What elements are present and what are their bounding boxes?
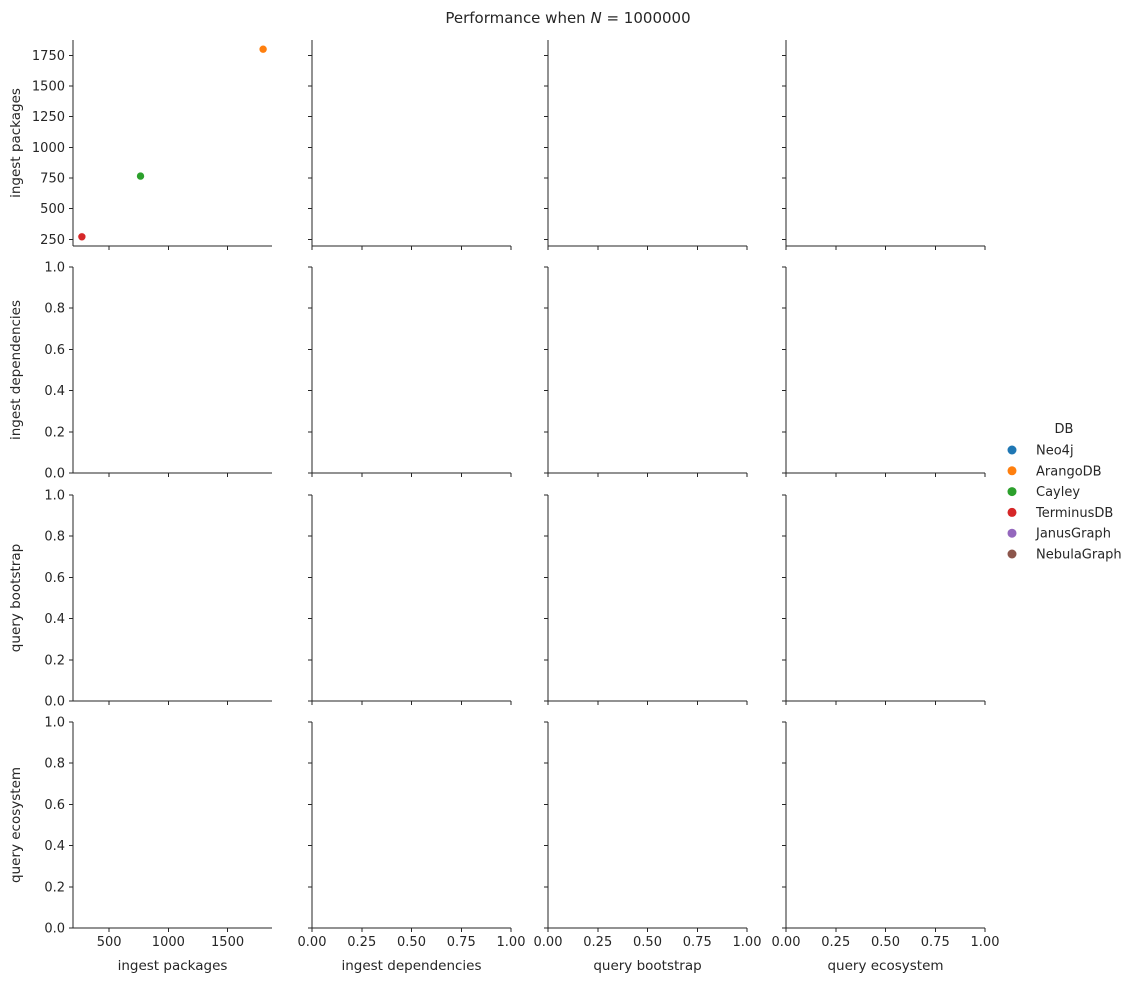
x-tick-label: 0.50 [397, 935, 426, 950]
y-tick-label: 0.6 [44, 343, 65, 358]
legend-label: TerminusDB [1035, 506, 1113, 521]
y-tick-label: 750 [40, 171, 65, 186]
x-tick-label: 0.00 [534, 935, 563, 950]
legend-marker [1007, 487, 1017, 497]
panel-ingest-packages-vs-query-ecosystem [782, 40, 986, 250]
panel-query-bootstrap-vs-query-bootstrap [544, 494, 748, 705]
y-axis-label-query-bootstrap: query bootstrap [8, 544, 24, 652]
point-terminusdb [77, 232, 87, 242]
y-tick-label: 1500 [32, 79, 65, 94]
y-tick-label: 0.4 [44, 839, 65, 854]
panel-query-ecosystem-vs-query-ecosystem: 0.00 0.25 0.50 0.75 1.00 [772, 721, 1000, 950]
point-arangodb [258, 44, 268, 54]
x-tick-label: 0.75 [921, 935, 950, 950]
legend-item-janusgraph: JanusGraph [1007, 527, 1111, 542]
y-tick-label: 1750 [32, 49, 65, 64]
title-suffix: = 1000000 [602, 9, 691, 27]
panel-ingest-dependencies-vs-query-ecosystem [782, 266, 986, 477]
panel-ingest-packages-vs-ingest-dependencies [308, 40, 512, 250]
y-tick-label: 1250 [32, 110, 65, 125]
y-tick-label: 0.2 [44, 425, 65, 440]
legend-marker [1007, 549, 1017, 559]
y-tick-label: 1.0 [44, 261, 65, 276]
title-italic: N [590, 9, 601, 27]
scatter-points [77, 44, 268, 242]
panel-query-ecosystem-vs-query-bootstrap: 0.00 0.25 0.50 0.75 1.00 [534, 721, 762, 950]
x-tick-label: 0.75 [447, 935, 476, 950]
y-axis-label-ingest-dependencies: ingest dependencies [8, 300, 24, 440]
panel-ingest-dependencies-vs-ingest-packages: 0.0 0.2 0.4 0.6 0.8 1.0 [44, 261, 272, 482]
legend-marker [1007, 445, 1017, 455]
x-tick-label: 1.00 [971, 935, 1000, 950]
y-tick-label: 1.0 [44, 716, 65, 731]
y-axis-label-query-ecosystem: query ecosystem [8, 767, 24, 883]
legend-label: JanusGraph [1035, 527, 1111, 542]
x-tick-label: 1.00 [733, 935, 762, 950]
legend-item-terminusdb: TerminusDB [1007, 506, 1113, 521]
y-tick-label: 1000 [32, 141, 65, 156]
y-tick-label: 0.0 [44, 922, 65, 937]
legend-item-cayley: Cayley [1007, 485, 1080, 500]
y-tick-label: 0.8 [44, 757, 65, 772]
x-tick-label: 0.50 [871, 935, 900, 950]
panel-ingest-packages-vs-query-bootstrap [544, 40, 748, 250]
legend-label: ArangoDB [1036, 464, 1102, 479]
x-axis-label-ingest-dependencies: ingest dependencies [341, 958, 481, 974]
x-axis-label-ingest-packages: ingest packages [118, 958, 228, 974]
x-tick-label: 0.50 [633, 935, 662, 950]
x-tick-label: 0.25 [347, 935, 376, 950]
legend-marker [1007, 528, 1017, 538]
legend: DB Neo4j ArangoDB Cayley TerminusDB JanusGrap… [1007, 422, 1122, 563]
legend-title: DB [1055, 422, 1074, 437]
y-tick-label: 0.8 [44, 302, 65, 317]
chart-title: Performance when N = 1000000 [445, 9, 690, 27]
y-tick-label: 250 [40, 233, 65, 248]
point-cayley [136, 171, 145, 181]
legend-marker [1007, 507, 1017, 517]
legend-label: Neo4j [1036, 444, 1074, 459]
axis-labels: ingest packages ingest dependencies query … [8, 88, 944, 974]
legend-label: Cayley [1036, 485, 1080, 500]
x-tick-label: 0.00 [772, 935, 801, 950]
y-tick-label: 0.2 [44, 880, 65, 895]
title-prefix: Performance when [445, 9, 590, 27]
x-tick-label: 0.25 [583, 935, 612, 950]
x-tick-label: 1.00 [497, 935, 526, 950]
x-tick-label: 500 [97, 935, 122, 950]
panel-query-bootstrap-vs-ingest-packages: 0.0 0.2 0.4 0.6 0.8 1.0 [44, 489, 272, 710]
y-tick-label: 0.4 [44, 384, 65, 399]
panel-ingest-dependencies-vs-ingest-dependencies [308, 266, 512, 477]
y-tick-label: 0.0 [44, 695, 65, 710]
y-tick-label: 1.0 [44, 489, 65, 504]
y-tick-label: 0.0 [44, 467, 65, 482]
x-axis-label-query-bootstrap: query bootstrap [593, 958, 701, 974]
legend-item-nebulagraph: NebulaGraph [1007, 548, 1122, 563]
x-tick-label: 0.00 [298, 935, 327, 950]
y-tick-label: 0.4 [44, 612, 65, 627]
x-tick-label: 1000 [152, 935, 185, 950]
panel-ingest-dependencies-vs-query-bootstrap [544, 266, 748, 477]
legend-item-neo4j: Neo4j [1007, 444, 1074, 459]
y-axis-label-ingest-packages: ingest packages [8, 88, 24, 198]
y-tick-label: 0.8 [44, 530, 65, 545]
y-tick-label: 0.6 [44, 798, 65, 813]
y-tick-label: 0.2 [44, 653, 65, 668]
x-tick-label: 0.75 [683, 935, 712, 950]
legend-item-arangodb: ArangoDB [1007, 464, 1102, 479]
x-axis-label-query-ecosystem: query ecosystem [827, 958, 943, 974]
x-tick-label: 1500 [211, 935, 244, 950]
panel-ingest-packages-vs-ingest-packages: 250 500 750 1000 1250 1500 1750 [32, 40, 272, 250]
y-tick-label: 500 [40, 202, 65, 217]
panel-grid: 250 500 750 1000 1250 1500 1750 0.0 0.2 0.4 0.6 0.8… [32, 40, 1000, 950]
x-tick-label: 0.25 [821, 935, 850, 950]
y-tick-label: 0.6 [44, 571, 65, 586]
panel-query-ecosystem-vs-ingest-dependencies: 0.00 0.25 0.50 0.75 1.00 [298, 721, 526, 950]
legend-label: NebulaGraph [1036, 548, 1122, 563]
panel-query-bootstrap-vs-query-ecosystem [782, 494, 986, 705]
legend-marker [1007, 466, 1017, 476]
panel-query-ecosystem-vs-ingest-packages: 500 1000 1500 0.0 0.2 0.4 0.6 0.8 1.0 [44, 716, 272, 950]
panel-query-bootstrap-vs-ingest-dependencies [308, 494, 512, 705]
